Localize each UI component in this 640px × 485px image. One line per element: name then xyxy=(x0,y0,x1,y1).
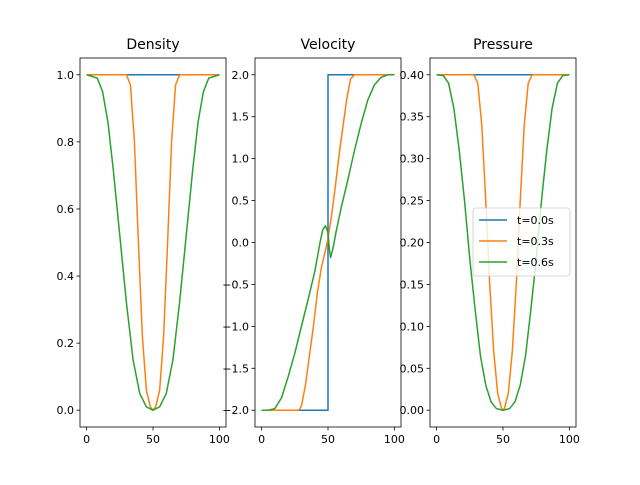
density-xtick-label: 50 xyxy=(146,433,160,446)
density-ytick-label: 1.0 xyxy=(57,69,75,82)
velocity-ytick-label: −2.0 xyxy=(222,404,249,417)
pressure-ytick-label: 0.35 xyxy=(400,111,425,124)
density-series-line-2 xyxy=(86,74,220,411)
legend-label-1: t=0.3s xyxy=(517,235,554,248)
pressure-ytick-label: 0.00 xyxy=(400,404,425,417)
velocity-ytick-label: 0.5 xyxy=(232,195,250,208)
velocity-ytick-label: −0.5 xyxy=(222,278,249,291)
velocity-xtick-label: 0 xyxy=(258,433,265,446)
pressure-ytick-label: 0.25 xyxy=(400,195,425,208)
pressure-xtick-label: 50 xyxy=(496,433,510,446)
density-axes-frame xyxy=(79,57,227,428)
legend: t=0.0s t=0.3s t=0.6s xyxy=(472,207,571,277)
velocity-xtick-label: 50 xyxy=(321,433,335,446)
pressure-title: Pressure xyxy=(473,37,533,53)
legend-label-0: t=0.0s xyxy=(517,214,554,227)
velocity-ytick-label: 0.0 xyxy=(232,237,250,250)
pressure-xtick-label: 0 xyxy=(433,433,440,446)
pressure-ytick-label: 0.05 xyxy=(400,362,425,375)
pressure-series-line-2 xyxy=(436,74,570,411)
legend-label-2: t=0.6s xyxy=(517,256,554,269)
pressure-ytick-label: 0.40 xyxy=(400,69,425,82)
pressure-ytick-label: 0.10 xyxy=(400,320,425,333)
velocity-ytick-label: −1.5 xyxy=(222,362,249,375)
pressure-ytick-label: 0.20 xyxy=(400,237,425,250)
velocity-ytick-label: 1.0 xyxy=(232,153,250,166)
velocity-xtick-label: 100 xyxy=(384,433,405,446)
velocity-series-line-0 xyxy=(261,74,395,411)
panel-velocity: 0 50 100 −2.0 −1.5 −1.0 −0.5 0.0 0.5 1.0 1.5 2.0 Vel… xyxy=(222,37,405,446)
density-xtick-label: 100 xyxy=(209,433,230,446)
velocity-series-line-2 xyxy=(261,74,395,411)
pressure-ytick-label: 0.15 xyxy=(400,278,425,291)
density-ytick-label: 0.2 xyxy=(57,337,75,350)
pressure-ytick-label: 0.30 xyxy=(400,153,425,166)
pressure-xtick-label: 100 xyxy=(559,433,580,446)
density-ytick-label: 0.4 xyxy=(57,270,75,283)
density-xtick-label: 0 xyxy=(83,433,90,446)
density-ytick-label: 0.0 xyxy=(57,404,75,417)
panel-density: 0 50 100 0.0 0.2 0.4 0.6 0.8 1.0 Density xyxy=(57,37,230,446)
legend-box xyxy=(472,207,571,277)
velocity-ytick-label: −1.0 xyxy=(222,320,249,333)
density-ytick-label: 0.6 xyxy=(57,203,75,216)
density-series-line-1 xyxy=(86,74,220,411)
velocity-title: Velocity xyxy=(301,37,356,53)
density-title: Density xyxy=(126,37,179,53)
velocity-ytick-label: 2.0 xyxy=(232,69,250,82)
velocity-ytick-label: 1.5 xyxy=(232,111,250,124)
panel-pressure: 0 50 100 0.00 0.05 0.10 0.15 0.20 0.25 0.30 0.35 0.… xyxy=(400,37,580,446)
density-ytick-label: 0.8 xyxy=(57,136,75,149)
